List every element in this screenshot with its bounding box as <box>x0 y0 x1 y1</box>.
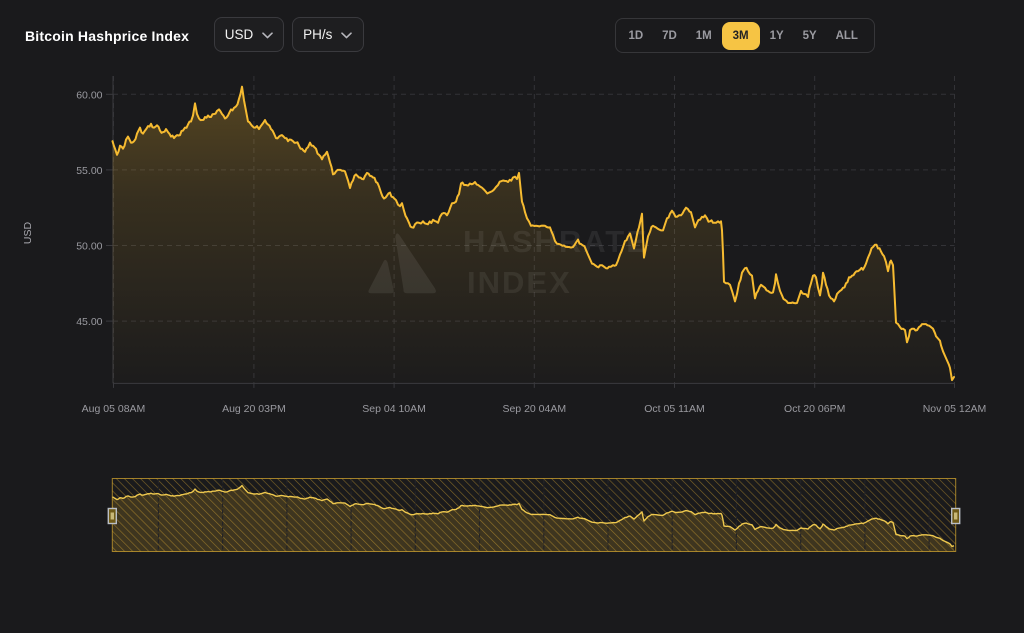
svg-text:Sep 20 04AM: Sep 20 04AM <box>502 403 566 415</box>
svg-text:Oct 20 06PM: Oct 20 06PM <box>784 403 845 415</box>
svg-text:Nov 05 12AM: Nov 05 12AM <box>923 403 987 415</box>
svg-text:INDEX: INDEX <box>467 265 572 300</box>
svg-text:55.00: 55.00 <box>76 165 102 177</box>
svg-text:45.00: 45.00 <box>76 316 102 328</box>
svg-text:Aug 20 03PM: Aug 20 03PM <box>222 403 286 415</box>
svg-text:Sep 04 10AM: Sep 04 10AM <box>362 403 426 415</box>
svg-text:Oct 05 11AM: Oct 05 11AM <box>644 403 705 415</box>
svg-text:60.00: 60.00 <box>76 89 102 101</box>
svg-text:Aug 05 08AM: Aug 05 08AM <box>82 403 146 415</box>
svg-text:50.00: 50.00 <box>76 241 102 253</box>
svg-text:USD: USD <box>22 221 34 244</box>
